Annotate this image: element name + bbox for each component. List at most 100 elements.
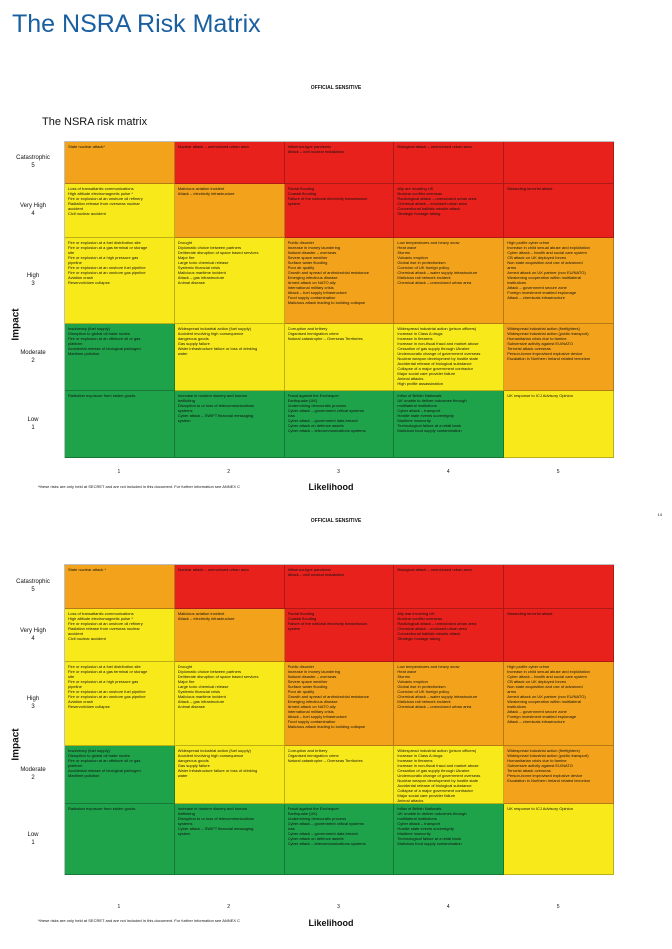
- risk-item: institutions: [507, 704, 527, 709]
- likelihood-column-label: 4: [446, 469, 450, 475]
- impact-level-name: Moderate: [20, 767, 46, 773]
- risk-item: Deliberate disruption of space based ser…: [177, 250, 259, 255]
- risk-item: Heat wave: [397, 245, 417, 250]
- risk-cell: Fraud against the Exchequer Earthquake (U…: [284, 391, 395, 458]
- risk-cell: Radiation exposure from stolen goods: [65, 391, 175, 458]
- risk-item: Fluvial flooding: [287, 186, 315, 191]
- risk-item: Coastal flooding: [287, 616, 317, 621]
- risk-item: UK unable to deliver outcomes through: [397, 811, 467, 816]
- risk-item: Conventional ballistic missile attack: [397, 206, 461, 211]
- risk-item: Undermining democratic process: [287, 403, 347, 408]
- risk-item: Hostile state events sovereignty: [397, 826, 454, 831]
- risk-item: Chemical attack – enclosed urban area: [397, 201, 467, 206]
- risk-item: Attack – government secure zone: [507, 285, 567, 290]
- risk-item: trafficking: [177, 398, 195, 403]
- impact-level-number: 4: [31, 635, 35, 642]
- risk-item: Fire or explosion at a gas terminal or s…: [68, 669, 148, 674]
- risk-item: Disruption to or loss of telecommunicati…: [177, 403, 255, 408]
- risk-item: Accident involving high consequence: [177, 331, 244, 336]
- impact-level-number: 5: [31, 163, 35, 169]
- risk-item: Cyber attack – transport: [397, 821, 441, 826]
- risk-item: Systemic financial crisis: [177, 689, 221, 694]
- risk-item: Water infrastructure failure or loss of …: [177, 346, 258, 351]
- risk-item: Undermining democratic process: [287, 816, 347, 821]
- risk-item: UK response to ICJ Advisory Opinion: [507, 393, 573, 398]
- risk-item: Cyber attack – SWIFT financial messaging: [177, 826, 254, 831]
- impact-row-label: Very High 4: [10, 627, 56, 643]
- footnote: *these risks are only held at SECRET and…: [38, 918, 241, 923]
- risk-item: Diplomatic choice between partners: [177, 669, 242, 674]
- risk-cell: [504, 142, 614, 184]
- risk-item: CB attack on UK deployed forces: [507, 255, 567, 260]
- likelihood-column-label: 2: [227, 904, 231, 910]
- risk-item: Collapse of a major government contracto…: [397, 366, 473, 371]
- risk-item: Emerging infectious disease: [287, 699, 338, 704]
- risk-item: Influx of British Nationals: [397, 393, 442, 398]
- impact-level-number: 5: [31, 587, 35, 593]
- risk-item: Natural catastrophe – Overseas Territori…: [287, 336, 363, 341]
- risk-item: Cyber attack – health and social care sy…: [507, 250, 587, 255]
- risk-item: pipeline: [68, 684, 82, 689]
- risk-item: Attack – civil nuclear installation: [287, 572, 345, 577]
- risk-item: Maritime pollution: [68, 773, 100, 778]
- risk-item: Increase in modern slavery and human: [177, 806, 247, 811]
- impact-level-name: Catastrophic: [16, 579, 50, 585]
- risk-cell: Drought Diplomatic choice between partner…: [174, 238, 285, 324]
- risk-cell: Low temperatures and heavy snow Heat wave…: [394, 238, 505, 324]
- risk-cell: UK response to ICJ Advisory Opinion: [504, 804, 614, 875]
- risk-item: Cessation of gas supply through Ukraine: [397, 346, 470, 351]
- impact-row-label: Low 1: [10, 831, 56, 847]
- risk-item: Nuclear conflict overseas: [397, 616, 443, 621]
- risk-item: trafficking: [177, 811, 195, 816]
- risk-item: Poor air quality: [287, 689, 315, 694]
- risk-item: Terrorist attack overseas: [507, 346, 551, 351]
- risk-item: institutions: [507, 280, 527, 285]
- risk-item: Increase in firearms: [397, 336, 433, 341]
- risk-item: Natural catastrophe – Overseas Territori…: [287, 758, 363, 763]
- impact-level-number: 3: [31, 281, 35, 287]
- risk-item: loss: [287, 826, 295, 831]
- risk-item: Terrorist attack overseas: [507, 768, 551, 773]
- impact-level-name: High: [26, 273, 40, 279]
- risk-item: Accidental release of biological pathoge…: [68, 346, 141, 351]
- risk-item: Attack – fuel supply infrastructure: [287, 714, 347, 719]
- impact-row-label: Very High 4: [10, 202, 56, 218]
- risk-cell: Widespread industrial action (prison off…: [394, 324, 505, 391]
- risk-cell: Increase in modern slavery and human traf…: [174, 391, 285, 458]
- risk-item: Influx of British Nationals: [397, 806, 442, 811]
- risk-item: Increase in Class A drugs: [397, 753, 443, 758]
- risk-item: Radiation exposure from stolen goods: [68, 806, 136, 811]
- risk-item: Non state acquisition and use of advance…: [507, 684, 583, 689]
- risk-item: Chemical attack – unenclosed urban area: [397, 280, 472, 285]
- risk-item: Corruption and bribery: [287, 748, 328, 753]
- risk-item: Armed attack on UK partner (non EU/NATO): [507, 270, 586, 275]
- risk-item: Animal attacks: [397, 798, 424, 803]
- risk-item: State nuclear attack*: [68, 144, 105, 149]
- risk-item: Fire or explosion at an onshore gas pipe…: [68, 694, 146, 699]
- risk-item: Radiological attack – unenclosed urban a…: [397, 196, 477, 201]
- risk-item: Nuclear conflict overseas: [397, 191, 443, 196]
- risk-cell: Fluvial flooding Coastal flooding Failure …: [284, 184, 395, 238]
- risk-item: system: [177, 831, 191, 836]
- risk-cell: High profile cyber crime Increase in chil…: [504, 662, 614, 746]
- risk-item: Person-borne improvised explosive device: [507, 351, 583, 356]
- risk-item: Increase in non-fiscal fraud and market …: [397, 341, 479, 346]
- risk-item: High profile cyber crime: [507, 664, 550, 669]
- risk-item: Fire or explosion at a fuel distribution…: [68, 240, 141, 245]
- impact-level-number: 1: [31, 424, 35, 431]
- risk-item: Aviation crash: [68, 275, 94, 280]
- risk-cell: Marauding terrorist attack: [504, 609, 614, 662]
- risk-item: Fire or explosion at an offshore oil or …: [68, 758, 141, 763]
- matrix-subtitle: The NSRA risk matrix: [42, 116, 148, 128]
- risk-item: Accidental release of biological substan…: [397, 361, 472, 366]
- risk-item: Large toxic chemical release: [177, 684, 229, 689]
- impact-level-name: Catastrophic: [16, 155, 50, 161]
- risk-cell: Widespread industrial action (fuel suppl…: [174, 324, 285, 391]
- risk-item: Growth and spread of antimicrobial resis…: [287, 270, 369, 275]
- risk-item: Storms: [397, 674, 411, 679]
- impact-level-name: Very High: [19, 203, 46, 209]
- risk-item: Fire or explosion at an onshore oil refi…: [68, 621, 143, 626]
- risk-item: Chemical attack – enclosed urban area: [397, 626, 467, 631]
- likelihood-column-label: 1: [117, 904, 121, 910]
- risk-item: Coastal flooding: [287, 191, 317, 196]
